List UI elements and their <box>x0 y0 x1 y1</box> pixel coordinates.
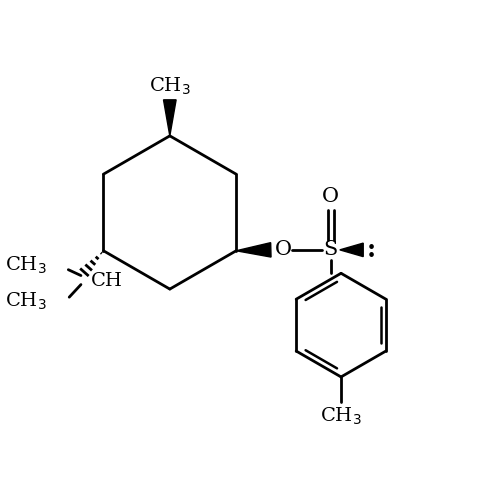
Text: S: S <box>324 240 338 259</box>
Polygon shape <box>163 100 176 136</box>
Text: CH$_3$: CH$_3$ <box>320 405 362 427</box>
Text: CH$_3$: CH$_3$ <box>149 75 191 97</box>
Text: O: O <box>322 187 339 206</box>
Text: :: : <box>367 238 376 262</box>
Polygon shape <box>340 243 363 257</box>
Polygon shape <box>236 243 271 257</box>
Text: CH$_3$: CH$_3$ <box>5 291 47 312</box>
Text: O: O <box>275 240 292 259</box>
Text: CH$_3$: CH$_3$ <box>5 255 47 276</box>
Text: CH: CH <box>91 272 123 290</box>
